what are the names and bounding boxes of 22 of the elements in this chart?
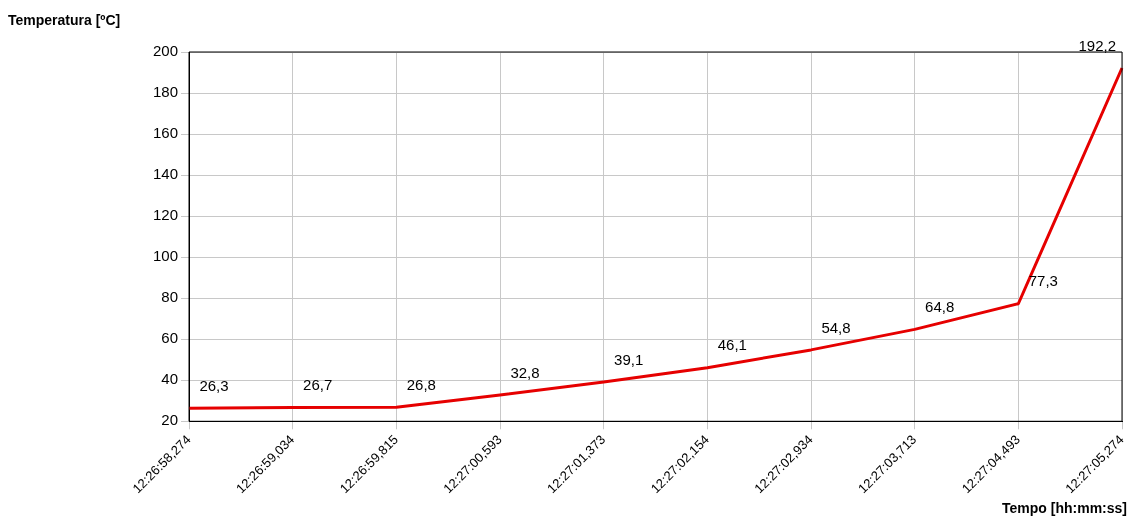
y-tick-label: 140 [153, 165, 179, 183]
data-label: 26,7 [303, 376, 333, 394]
y-tick-label: 20 [161, 411, 179, 429]
data-label: 77,3 [1028, 272, 1058, 290]
data-label: 64,8 [925, 298, 955, 316]
x-axis-title: Tempo [hh:mm:ss] [1002, 500, 1127, 516]
data-label: 32,8 [510, 363, 540, 381]
data-label: 192,2 [1078, 36, 1116, 54]
y-tick-label: 200 [153, 42, 179, 60]
y-tick-label: 100 [153, 247, 179, 265]
data-label: 46,1 [717, 336, 747, 354]
y-tick-label: 40 [161, 370, 179, 388]
data-label: 54,8 [821, 318, 851, 336]
data-label: 26,3 [199, 377, 229, 395]
y-tick-label: 180 [153, 83, 179, 101]
y-tick-label: 80 [161, 288, 179, 306]
data-label: 26,8 [406, 375, 436, 393]
y-tick-label: 160 [153, 124, 179, 142]
y-tick-label: 120 [153, 206, 179, 224]
y-tick-label: 60 [161, 329, 179, 347]
y-axis-title: Temperatura [ºC] [8, 12, 121, 28]
data-label: 39,1 [614, 350, 644, 368]
